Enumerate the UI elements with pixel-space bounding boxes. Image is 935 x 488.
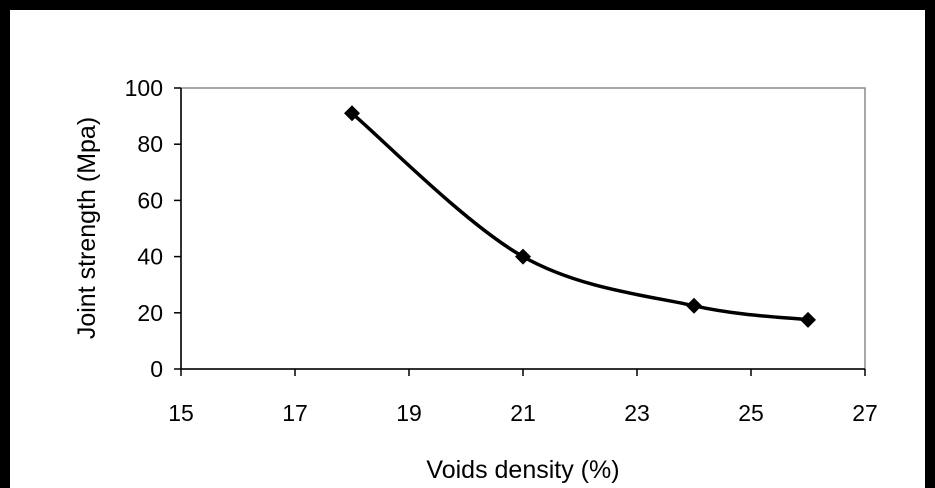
series-line (350, 111, 809, 322)
x-tick-label: 25 (738, 400, 764, 426)
y-tick-label: 40 (137, 244, 163, 270)
x-tick-label: 23 (624, 400, 650, 426)
x-tick-label: 27 (852, 400, 878, 426)
y-tick-label: 80 (137, 131, 163, 157)
data-point-marker (800, 311, 816, 328)
x-tick-label: 19 (396, 400, 422, 426)
data-point-marker (686, 297, 702, 314)
y-tick-label: 0 (150, 356, 163, 382)
y-axis: 0 20 40 60 80 100 (125, 75, 182, 382)
y-axis-title: Joint strength (Mpa) (73, 117, 101, 339)
series-group (344, 105, 816, 328)
y-tick-label: 60 (137, 187, 163, 213)
x-tick-label: 15 (168, 400, 194, 426)
x-tick-label: 17 (282, 400, 308, 426)
y-tick-label: 100 (125, 75, 163, 101)
x-axis: 15 17 19 21 23 25 27 (168, 368, 878, 426)
plot-area (180, 87, 866, 370)
x-tick-label: 21 (510, 400, 536, 426)
y-tick-label: 20 (137, 300, 163, 326)
data-point-marker (344, 105, 360, 122)
data-point-marker (515, 248, 531, 265)
x-axis-title: Voids density (%) (426, 456, 619, 484)
